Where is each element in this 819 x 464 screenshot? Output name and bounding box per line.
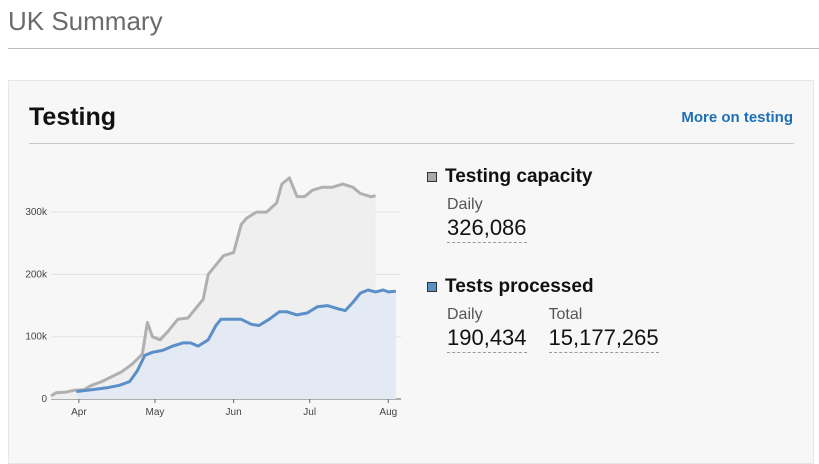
- panel-divider: [29, 143, 794, 144]
- y-tick-label: 200k: [25, 269, 48, 280]
- series-area-1: [76, 290, 396, 399]
- y-tick-label: 300k: [25, 207, 48, 218]
- metric-daily: Daily 190,434: [447, 306, 527, 353]
- metric-value[interactable]: 15,177,265: [548, 325, 659, 353]
- stat-tests-processed: Tests processed Daily 190,434 Total 15,1…: [427, 276, 681, 353]
- x-tick-label: Apr: [71, 407, 87, 418]
- x-tick-label: Aug: [379, 407, 397, 418]
- metric-label: Daily: [447, 196, 483, 213]
- series-line-1: [76, 288, 397, 393]
- x-tick-label: Jul: [303, 407, 316, 418]
- testing-chart: 0 100k 200k 300k Apr May Jun Jul Aug: [25, 176, 401, 418]
- y-tick-label: 0: [41, 394, 47, 405]
- x-tick-label: May: [146, 407, 165, 418]
- panel-title: Testing: [29, 103, 117, 131]
- legend-swatch-capacity: [427, 172, 437, 182]
- page-divider: [8, 48, 819, 49]
- metric-daily: Daily 326,086: [447, 196, 527, 243]
- page-title: UK Summary: [8, 6, 163, 36]
- stat-name: Tests processed: [445, 276, 594, 297]
- metric-label: Daily: [447, 306, 483, 323]
- stat-name: Testing capacity: [445, 166, 593, 187]
- more-on-testing-link[interactable]: More on testing: [681, 109, 793, 126]
- metric-value[interactable]: 326,086: [447, 215, 527, 243]
- legend-swatch-processed: [427, 282, 437, 292]
- metric-value[interactable]: 190,434: [447, 325, 527, 353]
- y-tick-label: 100k: [25, 332, 48, 343]
- series-line-0: [50, 176, 376, 398]
- metric-label: Total: [548, 306, 583, 323]
- x-tick-label: Jun: [226, 407, 242, 418]
- metric-total: Total 15,177,265: [548, 306, 659, 353]
- testing-panel: Testing More on testing 0 100k 200k 300k Apr…: [8, 80, 814, 464]
- stat-testing-capacity: Testing capacity Daily 326,086: [427, 166, 592, 243]
